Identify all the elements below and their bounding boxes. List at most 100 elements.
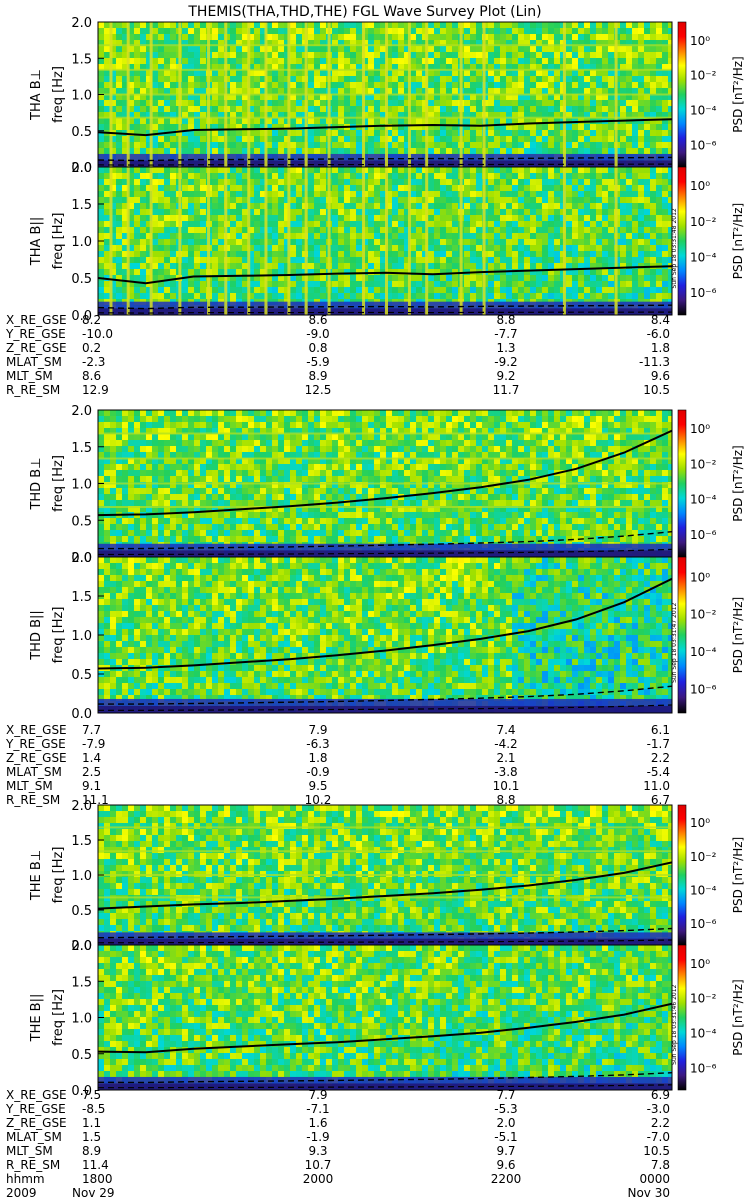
spectrogram-panels: 2.0 1.5 1.0 0.5 0.0 THA B⊥ freq [Hz] 10⁰ 10⁻² 10⁻…: [29, 16, 745, 1099]
ephemeris-value: 8.6: [82, 369, 101, 383]
ephemeris-value: 10.2: [305, 793, 332, 807]
psd-field: [98, 22, 672, 167]
ephemeris-value: 0000: [639, 1172, 670, 1186]
fce-lower-line: [98, 704, 672, 711]
psd-field: [98, 805, 672, 945]
ephemeris-row-name: R_RE_SM: [6, 793, 60, 807]
fce-line: [98, 1002, 672, 1054]
panel-label: THA B⊥: [29, 69, 44, 121]
colorbar-tick-label: 10⁻⁴: [690, 645, 717, 659]
ephemeris-row-name: MLAT_SM: [6, 355, 62, 369]
ephemeris-row-name: MLAT_SM: [6, 765, 62, 779]
ephemeris-tables: X_RE_GSE 8.2 8.6 8.8 8.4 Y_RE_GSE -10.0 -9.0 -7.…: [5, 313, 670, 1200]
spectrogram-panel-the-bperp: 2.0 1.5 1.0 0.5 0.0 THE B⊥ freq [Hz] 10⁰ 10⁻² 10⁻…: [29, 799, 745, 954]
y-tick-label: 1.0: [71, 1012, 92, 1027]
ephemeris-value: 1.5: [82, 1130, 101, 1144]
y-tick-label: 0.5: [71, 125, 92, 140]
colorbar-tick-label: 10⁻⁶: [690, 286, 717, 300]
y-tick-label: 0.0: [71, 161, 92, 176]
colorbar-tick-label: 10⁻⁶: [690, 138, 717, 152]
ephemeris-row-name: MLT_SM: [6, 1144, 53, 1158]
y-tick-label: 1.5: [71, 52, 92, 67]
panel-label: THE B⊥: [29, 850, 44, 901]
ephemeris-value: -2.3: [82, 355, 105, 369]
spectrogram-panel-thd-bperp: 2.0 1.5 1.0 0.5 0.0 THD B⊥ freq [Hz] 10⁰ 10⁻² 10⁻…: [29, 404, 745, 566]
ephemeris-value: -1.9: [306, 1130, 329, 1144]
ephemeris-value: 11.0: [643, 779, 670, 793]
ephemeris-value: -5.4: [647, 765, 670, 779]
colorbar: [677, 556, 687, 714]
fce-line: [98, 265, 672, 285]
y-tick-label: 1.0: [71, 235, 92, 250]
ephemeris-value: -1.7: [647, 737, 670, 751]
ephemeris-value: 1.1: [82, 1116, 101, 1130]
colorbar-tick-label: 10⁻⁶: [690, 683, 717, 697]
fce-fraction-line: [98, 685, 672, 705]
ephemeris-value: 8.9: [82, 1144, 101, 1158]
ephemeris-value: 1800: [82, 1172, 113, 1186]
ephemeris-row-name: Y_RE_GSE: [5, 327, 66, 341]
freq-axis-label: freq [Hz]: [51, 847, 66, 904]
plot-stamp: Sun Sep 18 03:31:46 2012: [671, 984, 678, 1064]
ephemeris-value: 9.2: [496, 369, 515, 383]
ephemeris-value: 7.7: [82, 723, 101, 737]
colorbar-tick-label: 10⁻²: [690, 215, 717, 229]
y-tick-label: 0.5: [71, 514, 92, 529]
ephemeris-value: 7.7: [496, 1088, 515, 1102]
ephemeris-block: X_RE_GSE 7.7 7.9 7.4 6.1 Y_RE_GSE -7.9 -6.3 -4.2…: [5, 723, 670, 807]
spectrogram-panel-tha-bpar: 2.0 1.5 1.0 0.5 0.0 THA B|| freq [Hz] 10⁰ 10⁻² 10…: [29, 161, 745, 324]
ephemeris-value: 2000: [303, 1172, 334, 1186]
panel-label: THD B||: [29, 610, 44, 661]
y-tick-label: 0.0: [71, 309, 92, 324]
ephemeris-row-name: MLT_SM: [6, 779, 53, 793]
colorbar-tick-label: 10⁰: [690, 34, 710, 48]
colorbar-tick-label: 10⁰: [690, 179, 710, 193]
psd-field: [98, 945, 672, 1090]
ephemeris-value: -5.9: [306, 355, 329, 369]
freq-axis-label: freq [Hz]: [51, 455, 66, 512]
y-tick-label: 0.0: [71, 939, 92, 954]
colorbar-tick-label: 10⁻⁴: [690, 250, 717, 264]
colorbar-label: PSD [nT²/Hz]: [731, 597, 745, 673]
y-tick-label: 0.5: [71, 904, 92, 919]
ephemeris-value: 9.1: [82, 779, 101, 793]
freq-axis-label: freq [Hz]: [51, 66, 66, 123]
ephemeris-value: 6.7: [651, 793, 670, 807]
ephemeris-row-name: MLT_SM: [6, 369, 53, 383]
fce-fraction-line: [98, 304, 672, 310]
ephemeris-row-name: Z_RE_GSE: [6, 1116, 67, 1130]
panel-label: THD B⊥: [29, 457, 44, 510]
y-tick-label: 1.5: [71, 441, 92, 456]
panel-label: THA B||: [29, 217, 44, 266]
fce-line: [98, 577, 672, 670]
colorbar-label: PSD [nT²/Hz]: [731, 837, 745, 913]
ephemeris-value: -7.0: [647, 1130, 670, 1144]
ephemeris-value: 0.2: [82, 341, 101, 355]
ephemeris-value: -9.2: [494, 355, 517, 369]
colorbar-tick-label: 10⁰: [690, 957, 710, 971]
ephemeris-row-name: X_RE_GSE: [6, 723, 67, 737]
y-tick-label: 2.0: [71, 551, 92, 566]
ephemeris-value: -4.2: [494, 737, 517, 751]
y-tick-label: 1.0: [71, 478, 92, 493]
ephemeris-value: -9.0: [306, 327, 329, 341]
colorbar-tick-label: 10⁻²: [690, 69, 717, 83]
ephemeris-row-name: Z_RE_GSE: [6, 341, 67, 355]
ephemeris-value: 11.4: [82, 1158, 109, 1172]
ephemeris-row-name: hhmm: [6, 1172, 45, 1186]
colorbar-tick-label: 10⁻⁴: [690, 883, 717, 897]
ephemeris-value: 2.2: [651, 1116, 670, 1130]
colorbar-label: PSD [nT²/Hz]: [731, 445, 745, 521]
colorbar-tick-label: 10⁻⁶: [690, 917, 717, 931]
y-tick-label: 2.0: [71, 404, 92, 419]
figure-title: THEMIS(THA,THD,THE) FGL Wave Survey Plot…: [187, 4, 541, 20]
colorbar-tick-label: 10⁻⁴: [690, 1026, 717, 1040]
freq-axis-label: freq [Hz]: [51, 607, 66, 664]
date-row: 2009 Nov 29 Nov 30: [6, 1186, 670, 1200]
colorbar: [677, 409, 687, 558]
ephemeris-value: -8.5: [82, 1102, 105, 1116]
panel-label: THE B||: [29, 994, 44, 1043]
ephemeris-row-name: R_RE_SM: [6, 1158, 60, 1172]
colorbar-tick-label: 10⁻²: [690, 608, 717, 622]
fce-lower-line: [98, 939, 672, 944]
